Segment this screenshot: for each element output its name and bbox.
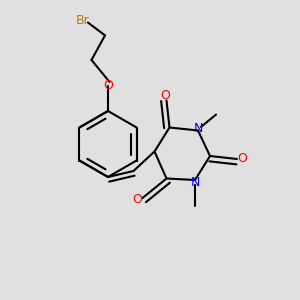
Text: O: O bbox=[238, 152, 247, 166]
Text: O: O bbox=[103, 79, 113, 92]
Text: N: N bbox=[193, 122, 203, 135]
Text: O: O bbox=[160, 88, 170, 102]
Text: Br: Br bbox=[76, 14, 89, 28]
Text: N: N bbox=[190, 176, 200, 189]
Text: O: O bbox=[132, 193, 142, 206]
